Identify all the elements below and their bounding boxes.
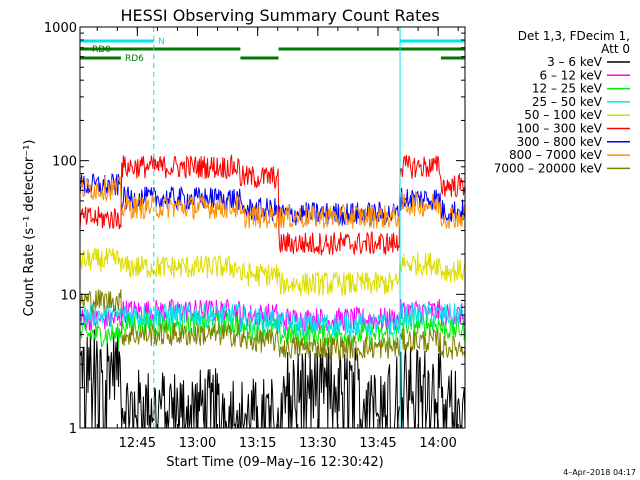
legend-entry-label: 25 – 50 keV [532, 95, 603, 109]
y-axis: 1 10 100 1000 [44, 21, 465, 437]
series-line [79, 311, 466, 348]
flag-label: RD6 [125, 54, 144, 64]
legend-entry-label: 12 – 25 keV [532, 82, 603, 96]
y-tick-label: 1 [69, 422, 77, 437]
legend-entry-label: 50 – 100 keV [524, 108, 603, 122]
flag-label: RD0 [92, 45, 111, 55]
series-line [79, 289, 466, 361]
flag-bars: N RD0 RD6 [80, 37, 465, 64]
x-tick-label: 14:00 [419, 436, 456, 451]
x-tick-label: 13:30 [299, 436, 336, 451]
data-layer [79, 154, 466, 430]
legend-entry-label: 6 – 12 keV [540, 68, 603, 82]
legend-entry-label: 7000 – 20000 keV [494, 161, 603, 175]
y-tick-label: 10 [60, 288, 77, 303]
series-line [79, 247, 466, 296]
x-tick-label: 12:45 [119, 436, 156, 451]
series-line [79, 154, 466, 256]
x-tick-label: 13:00 [179, 436, 216, 451]
legend-entry-label: 3 – 6 keV [547, 55, 603, 69]
legend-entry-label: 100 – 300 keV [517, 122, 603, 136]
chart-title: HESSI Observing Summary Count Rates [120, 6, 439, 25]
plot-frame [79, 26, 466, 429]
orbit-lines [79, 27, 466, 428]
x-tick-label: 13:45 [359, 436, 396, 451]
legend-entry-label: 800 – 7000 keV [509, 148, 603, 162]
flag-label: N [158, 37, 165, 47]
legend-title: Det 1,3, FDecim 1, [518, 29, 630, 43]
series-line [79, 174, 466, 229]
series-line [79, 172, 466, 227]
y-tick-label: 100 [52, 155, 77, 170]
x-axis-label: Start Time (09–May–16 12:30:42) [166, 455, 383, 470]
y-tick-label: 1000 [44, 21, 77, 36]
x-tick-label: 13:15 [239, 436, 276, 451]
footer-timestamp: 4–Apr–2018 04:17 [563, 468, 636, 477]
series-line [79, 302, 466, 338]
legend-entry-label: 300 – 800 keV [517, 135, 603, 149]
legend-title: Att 0 [601, 42, 630, 56]
x-axis: 12:45 13:00 13:15 13:30 13:45 14:00 [96, 27, 459, 451]
y-axis-label: Count Rate (s⁻¹ detector⁻¹) [22, 140, 37, 317]
